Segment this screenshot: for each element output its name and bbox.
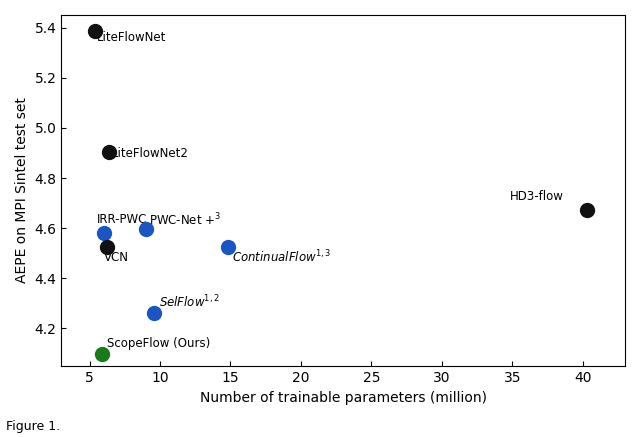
Text: SelFlow$^{1, 2}$: SelFlow$^{1, 2}$ bbox=[159, 294, 220, 310]
Text: PWC-Net +$^3$: PWC-Net +$^3$ bbox=[150, 212, 221, 228]
Point bbox=[582, 207, 592, 214]
Text: VCN: VCN bbox=[104, 251, 129, 264]
X-axis label: Number of trainable parameters (million): Number of trainable parameters (million) bbox=[200, 391, 486, 405]
Point bbox=[141, 225, 151, 232]
Text: HD3-flow: HD3-flow bbox=[509, 190, 563, 203]
Point bbox=[104, 148, 115, 155]
Point bbox=[99, 229, 109, 236]
Point bbox=[90, 28, 100, 35]
Text: ScopeFlow (Ours): ScopeFlow (Ours) bbox=[106, 337, 210, 350]
Text: IRR-PWC: IRR-PWC bbox=[97, 213, 147, 225]
Text: Figure 1.: Figure 1. bbox=[6, 420, 65, 433]
Point bbox=[149, 310, 159, 317]
Point bbox=[223, 244, 233, 251]
Point bbox=[101, 244, 111, 251]
Point bbox=[97, 350, 108, 357]
Text: ContinualFlow$^{1, 3}$: ContinualFlow$^{1, 3}$ bbox=[232, 249, 331, 266]
Y-axis label: AEPE on MPI Sintel test set: AEPE on MPI Sintel test set bbox=[15, 97, 29, 284]
Text: LiteFlowNet: LiteFlowNet bbox=[97, 31, 167, 44]
Text: LiteFlowNet2: LiteFlowNet2 bbox=[112, 147, 189, 160]
